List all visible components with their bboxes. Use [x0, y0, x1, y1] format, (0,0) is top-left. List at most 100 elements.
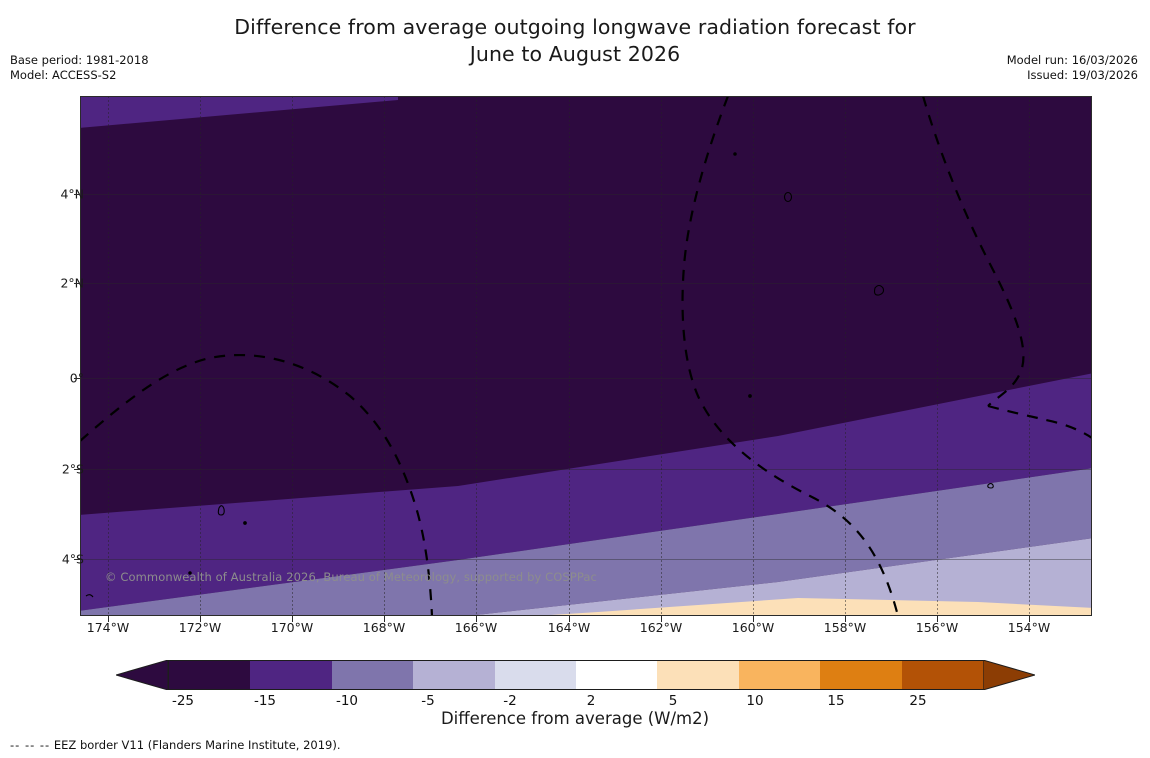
gridline-lat-4s: [80, 559, 1092, 560]
x-tickmark-162w: [661, 616, 662, 622]
x-axis-tick-168w: 168°W: [362, 620, 406, 635]
x-axis-tick-172w: 172°W: [178, 620, 222, 635]
x-tickmark-156w: [937, 616, 938, 622]
island-dot-1: [243, 521, 247, 525]
island-outline-1: [783, 191, 793, 203]
colorbar-tick-10: 10: [746, 693, 764, 709]
colorbar-tick-minus25: -25: [171, 693, 195, 709]
y-axis-tick-2n: 2°N: [60, 275, 84, 291]
y-axis-tick-4n: 4°N: [60, 186, 84, 202]
colorbar-seg-15-25: [901, 661, 984, 689]
gridline-lon-156w: [937, 96, 938, 616]
x-axis-tick-174w: 174°W: [86, 620, 130, 635]
x-tickmark-168w: [384, 616, 385, 622]
colorbar-seg-2-5: [657, 661, 739, 689]
island-dot-2: [748, 394, 752, 398]
colorbar-tick-25: 25: [909, 693, 927, 709]
y-tickmark-0: [74, 378, 80, 379]
y-tickmark-2s: [74, 469, 80, 470]
metadata-left: Base period: 1981-2018 Model: ACCESS-S2: [10, 53, 149, 83]
colorbar-seg-minus5-minus2: [494, 661, 577, 689]
gridline-lon-170w: [292, 96, 293, 616]
x-axis-tick-154w: 154°W: [1007, 620, 1051, 635]
x-axis-tick-156w: 156°W: [915, 620, 959, 635]
x-axis-tick-158w: 158°W: [823, 620, 867, 635]
colorbar-over-arrow: [983, 660, 1035, 690]
eez-dash-sample: -- -- --: [10, 738, 51, 752]
footer-legend: -- -- -- EEZ border V11 (Flanders Marine…: [10, 738, 341, 752]
colorbar-tick-minus5: -5: [421, 693, 435, 709]
eez-border-west: [80, 354, 434, 616]
issued-text: Issued: 19/03/2026: [1027, 68, 1138, 82]
gridline-lat-4n: [80, 194, 1092, 195]
x-tickmark-158w: [845, 616, 846, 622]
gridline-lon-160w: [753, 96, 754, 616]
x-tickmark-174w: [108, 616, 109, 622]
gridline-lon-164w: [569, 96, 570, 616]
x-tickmark-164w: [569, 616, 570, 622]
y-axis-tick-4s: 4°S: [61, 551, 84, 567]
title-line-1: Difference from average outgoing longwav…: [234, 15, 916, 39]
colorbar-segments: [168, 660, 984, 690]
colorbar-under-arrow: [116, 660, 168, 690]
colorbar-tick-2: 2: [586, 693, 596, 709]
island-outline-3: [217, 505, 225, 516]
gridline-lon-158w: [845, 96, 846, 616]
gridline-lat-0: [80, 378, 1092, 379]
island-dot-3: [733, 152, 737, 156]
colorbar-seg-minus25-minus15: [250, 661, 332, 689]
metadata-right: Model run: 16/03/2026 Issued: 19/03/2026: [1007, 53, 1138, 83]
y-tickmark-2n: [74, 283, 80, 284]
colorbar-seg-10-15: [820, 661, 902, 689]
colorbar-tick-minus15: -15: [253, 693, 277, 709]
gridline-lon-172w: [200, 96, 201, 616]
x-axis-tick-170w: 170°W: [270, 620, 314, 635]
x-tickmark-160w: [753, 616, 754, 622]
island-dot-4: [188, 571, 192, 575]
colorbar-axis-label: Difference from average (W/m2): [440, 709, 710, 728]
eez-border-overlay: [80, 96, 1092, 616]
eez-border-east-lower: [987, 404, 1092, 439]
gridline-lon-162w: [661, 96, 662, 616]
gridline-lon-174w: [108, 96, 109, 616]
eez-border-central: [681, 96, 900, 616]
colorbar-seg-minus10-minus5: [413, 661, 495, 689]
gridline-lon-168w: [384, 96, 385, 616]
y-tickmark-4s: [74, 559, 80, 560]
page-title: Difference from average outgoing longwav…: [0, 14, 1150, 68]
gridline-lon-166w: [476, 96, 477, 616]
base-period-text: Base period: 1981-2018: [10, 53, 149, 67]
colorbar-seg-below-minus25: [169, 661, 251, 689]
y-tickmark-4n: [74, 194, 80, 195]
x-axis-tick-164w: 164°W: [547, 620, 591, 635]
eez-border-east-upper: [921, 96, 1025, 407]
colorbar: -25 -15 -10 -5 -2 2 5 10 15 25: [0, 655, 1150, 709]
x-axis-tick-160w: 160°W: [731, 620, 775, 635]
eez-legend-text: EEZ border V11 (Flanders Marine Institut…: [53, 738, 341, 752]
x-tickmark-172w: [200, 616, 201, 622]
colorbar-tick-minus10: -10: [335, 693, 359, 709]
colorbar-seg-5-10: [738, 661, 821, 689]
island-outline-4: [987, 482, 994, 489]
x-tickmark-166w: [476, 616, 477, 622]
x-axis-tick-166w: 166°W: [454, 620, 498, 635]
model-run-text: Model run: 16/03/2026: [1006, 53, 1138, 67]
colorbar-tick-5: 5: [668, 693, 678, 709]
colorbar-tick-minus2: -2: [503, 693, 517, 709]
title-line-2: June to August 2026: [469, 42, 681, 66]
colorbar-seg-minus2-2: [576, 661, 658, 689]
gridline-lat-2n: [80, 283, 1092, 284]
x-tickmark-154w: [1029, 616, 1030, 622]
x-tickmark-170w: [292, 616, 293, 622]
island-outline-5: [85, 594, 94, 598]
island-outline-2: [873, 284, 885, 296]
copyright-watermark: © Commonwealth of Australia 2026, Bureau…: [105, 570, 597, 584]
island-outlines: [85, 152, 994, 598]
gridline-lon-154w: [1029, 96, 1030, 616]
colorbar-seg-minus15-minus10: [331, 661, 414, 689]
colorbar-tick-15: 15: [827, 693, 845, 709]
y-axis-tick-2s: 2°S: [61, 461, 84, 477]
contour-map-plot: © Commonwealth of Australia 2026, Bureau…: [80, 96, 1092, 616]
model-text: Model: ACCESS-S2: [10, 68, 117, 82]
gridline-lat-2s: [80, 469, 1092, 470]
